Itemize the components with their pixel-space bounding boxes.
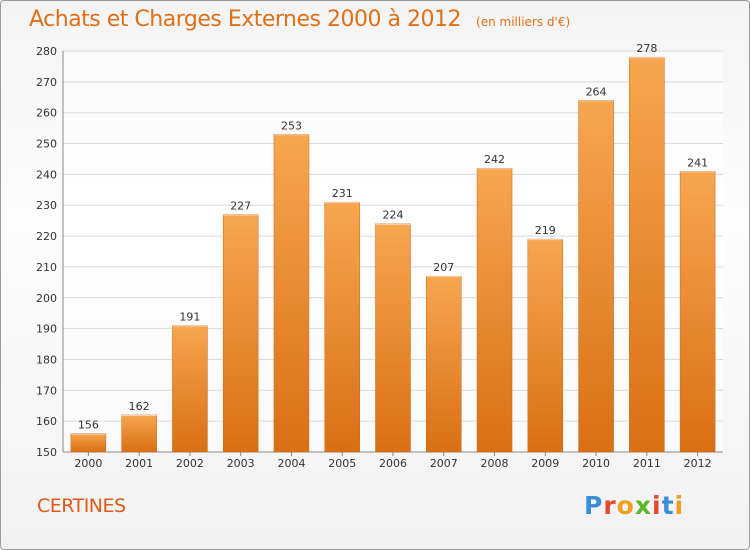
data-label: 264 xyxy=(586,85,607,98)
data-label: 219 xyxy=(535,224,556,237)
logo-letter: o xyxy=(616,491,635,520)
data-label: 207 xyxy=(433,261,454,274)
proxiti-logo: Proxiti xyxy=(584,491,684,520)
bar xyxy=(222,214,259,453)
bar xyxy=(679,171,716,453)
y-tick-label: 190 xyxy=(36,323,57,336)
data-label: 231 xyxy=(332,187,353,200)
x-tick-label: 2001 xyxy=(125,457,153,470)
x-tick-label: 2003 xyxy=(227,457,255,470)
bar xyxy=(273,134,310,453)
bar xyxy=(426,275,462,453)
x-tick-label: 2010 xyxy=(582,457,610,470)
x-tick-label: 2011 xyxy=(633,457,661,470)
x-tick-label: 2005 xyxy=(328,457,356,470)
logo-letter: P xyxy=(584,491,604,520)
logo-letter: i xyxy=(674,491,685,520)
x-tick-label: 2004 xyxy=(277,457,305,470)
bar xyxy=(476,167,513,453)
chart-subtitle: (en milliers d'€) xyxy=(476,15,571,29)
y-tick-label: 260 xyxy=(36,107,57,120)
logo-letter: x xyxy=(634,491,652,520)
y-tick-label: 220 xyxy=(36,230,57,243)
data-label: 253 xyxy=(281,119,302,132)
x-tick-label: 2002 xyxy=(176,457,204,470)
data-label: 227 xyxy=(230,199,251,212)
data-label: 191 xyxy=(179,311,200,324)
bar xyxy=(324,201,360,453)
data-label: 224 xyxy=(383,209,404,222)
chart-title: Achats et Charges Externes 2000 à 2012 xyxy=(29,7,461,32)
x-tick-label: 2009 xyxy=(531,457,559,470)
y-tick-label: 280 xyxy=(36,45,57,58)
bar xyxy=(629,56,665,453)
logo-letter: i xyxy=(652,491,662,520)
logo-letter: t xyxy=(661,491,675,520)
bar xyxy=(121,414,157,453)
x-tick-label: 2000 xyxy=(74,457,102,470)
y-tick-label: 240 xyxy=(36,168,57,181)
x-tick-label: 2006 xyxy=(379,457,407,470)
y-tick-label: 200 xyxy=(36,292,57,305)
data-label: 156 xyxy=(78,418,99,431)
bar xyxy=(70,433,107,453)
bar xyxy=(578,100,614,453)
data-label: 162 xyxy=(129,400,150,413)
chart-title-block: Achats et Charges Externes 2000 à 2012 (… xyxy=(29,7,570,32)
commune-name: CERTINES xyxy=(37,495,126,517)
logo-letter: r xyxy=(603,491,617,520)
data-label: 278 xyxy=(636,42,657,55)
y-tick-label: 270 xyxy=(36,76,57,89)
y-tick-label: 250 xyxy=(36,138,57,151)
y-tick-label: 160 xyxy=(36,415,57,428)
bar xyxy=(375,223,411,453)
bar xyxy=(172,325,208,453)
x-tick-label: 2012 xyxy=(684,457,712,470)
y-tick-label: 150 xyxy=(36,446,57,459)
data-label: 241 xyxy=(687,156,708,169)
x-tick-label: 2008 xyxy=(481,457,509,470)
data-label: 242 xyxy=(484,153,505,166)
bar xyxy=(527,238,564,453)
y-tick-label: 210 xyxy=(36,261,57,274)
y-tick-label: 170 xyxy=(36,384,57,397)
x-tick-label: 2007 xyxy=(430,457,458,470)
y-tick-label: 230 xyxy=(36,199,57,212)
y-tick-label: 180 xyxy=(36,353,57,366)
